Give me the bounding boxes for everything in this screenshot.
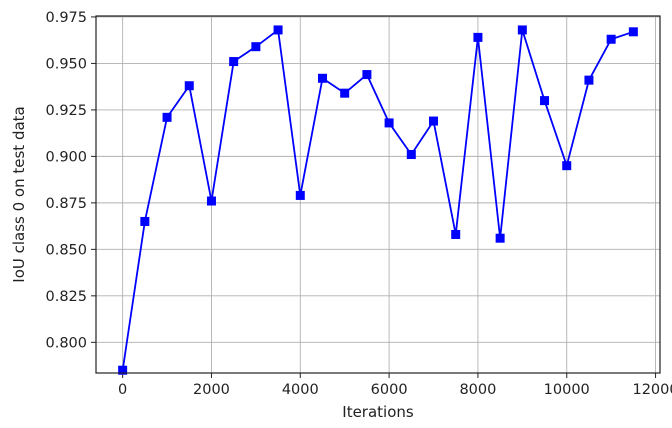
y-tick-label: 0.975 xyxy=(45,10,87,26)
data-point xyxy=(606,34,616,44)
data-point xyxy=(562,161,572,171)
x-tick-label: 0 xyxy=(118,382,127,398)
data-point xyxy=(584,75,594,85)
data-point xyxy=(362,70,372,80)
x-tick-label: 4000 xyxy=(282,382,319,398)
y-axis-ticks: 0.800 0.825 0.850 0.875 0.900 0.925 0.950 0.975 xyxy=(45,10,96,351)
plot-frame xyxy=(95,15,661,374)
data-point xyxy=(251,42,261,52)
x-tick-label: 10000 xyxy=(544,382,590,398)
y-axis-label: IoU class 0 on test data xyxy=(10,106,28,282)
data-point xyxy=(162,112,172,122)
y-tick-label: 0.800 xyxy=(45,335,87,351)
x-tick-label: 8000 xyxy=(459,382,496,398)
data-point xyxy=(229,57,239,67)
y-tick-label: 0.925 xyxy=(45,103,87,119)
data-point xyxy=(473,32,483,42)
grid-lines xyxy=(96,16,660,373)
series-line xyxy=(121,29,634,371)
x-tick-label: 2000 xyxy=(193,382,230,398)
data-point xyxy=(406,150,416,160)
data-point xyxy=(429,116,439,126)
data-point xyxy=(118,365,128,375)
data-point xyxy=(517,25,527,35)
data-point xyxy=(384,118,394,128)
series-layer xyxy=(118,25,638,375)
y-tick-label: 0.875 xyxy=(45,196,87,212)
data-point xyxy=(273,25,283,35)
y-tick-label: 0.825 xyxy=(45,289,87,305)
data-point xyxy=(184,81,194,91)
data-point xyxy=(317,73,327,83)
data-point xyxy=(495,233,505,243)
data-point xyxy=(295,190,305,200)
data-point xyxy=(540,96,550,106)
x-axis-label: Iterations xyxy=(342,403,414,421)
y-tick-label: 0.950 xyxy=(45,56,87,72)
data-point xyxy=(340,88,350,98)
data-point xyxy=(451,229,461,239)
data-point xyxy=(206,196,216,206)
data-point xyxy=(628,27,638,37)
data-point xyxy=(140,216,150,226)
x-tick-label: 6000 xyxy=(371,382,408,398)
y-tick-label: 0.850 xyxy=(45,242,87,258)
y-tick-label: 0.900 xyxy=(45,149,87,165)
